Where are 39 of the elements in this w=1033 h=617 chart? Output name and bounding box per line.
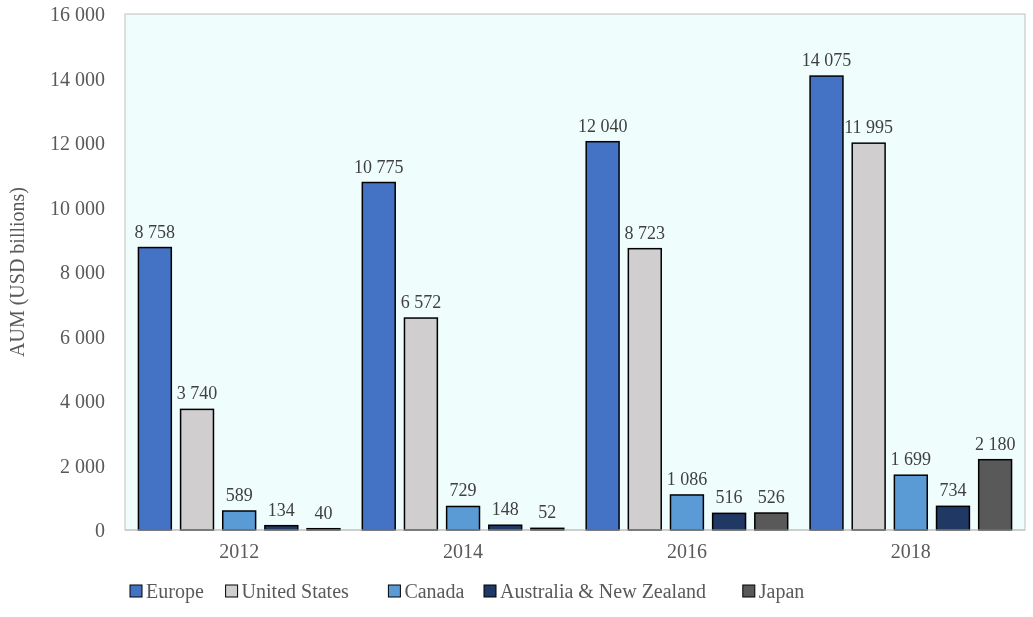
- data-label: 14 075: [801, 50, 852, 71]
- data-label: 10 775: [354, 156, 404, 177]
- y-tick-label: 10 000: [50, 196, 105, 219]
- data-label: 516: [715, 487, 743, 508]
- data-label: 52: [538, 502, 557, 523]
- y-tick-label: 4 000: [60, 390, 105, 412]
- data-label: 734: [939, 480, 967, 501]
- data-label: 40: [314, 502, 333, 523]
- data-label: 589: [225, 485, 253, 505]
- data-label: 134: [267, 499, 295, 520]
- legend-label: Japan: [758, 580, 805, 603]
- y-tick-label: 14 000: [50, 67, 105, 90]
- legend-label: United States: [241, 580, 350, 602]
- data-label: 148: [491, 499, 519, 520]
- y-tick-label: 6 000: [60, 325, 105, 348]
- y-tick-label: 2 000: [60, 454, 105, 477]
- data-label: 12 040: [577, 115, 628, 136]
- data-label: 8 758: [134, 221, 176, 242]
- y-axis-title: AUM (USD billions): [6, 186, 29, 358]
- x-tick-label: 2012: [219, 540, 260, 562]
- data-label: 729: [449, 480, 477, 501]
- data-label: 2 180: [974, 433, 1016, 454]
- x-tick-label: 2014: [443, 540, 484, 562]
- y-tick-label: 0: [95, 519, 105, 541]
- data-label: 8 723: [624, 222, 666, 243]
- data-label: 1 699: [890, 449, 932, 470]
- y-tick-label: 12 000: [50, 132, 105, 154]
- legend-label: Australia & New Zealand: [500, 580, 707, 602]
- y-tick-label: 16 000: [50, 3, 105, 25]
- data-label: 3 740: [176, 383, 218, 404]
- data-label: 526: [757, 487, 785, 508]
- data-label: 11 995: [844, 117, 894, 138]
- legend-label: Europe: [146, 580, 204, 603]
- x-tick-label: 2016: [666, 540, 707, 562]
- data-label: 1 086: [666, 468, 708, 489]
- data-label: 6 572: [400, 292, 442, 313]
- x-tick-label: 2018: [890, 540, 931, 562]
- legend-label: Canada: [404, 580, 465, 602]
- y-tick-label: 8 000: [60, 261, 105, 283]
